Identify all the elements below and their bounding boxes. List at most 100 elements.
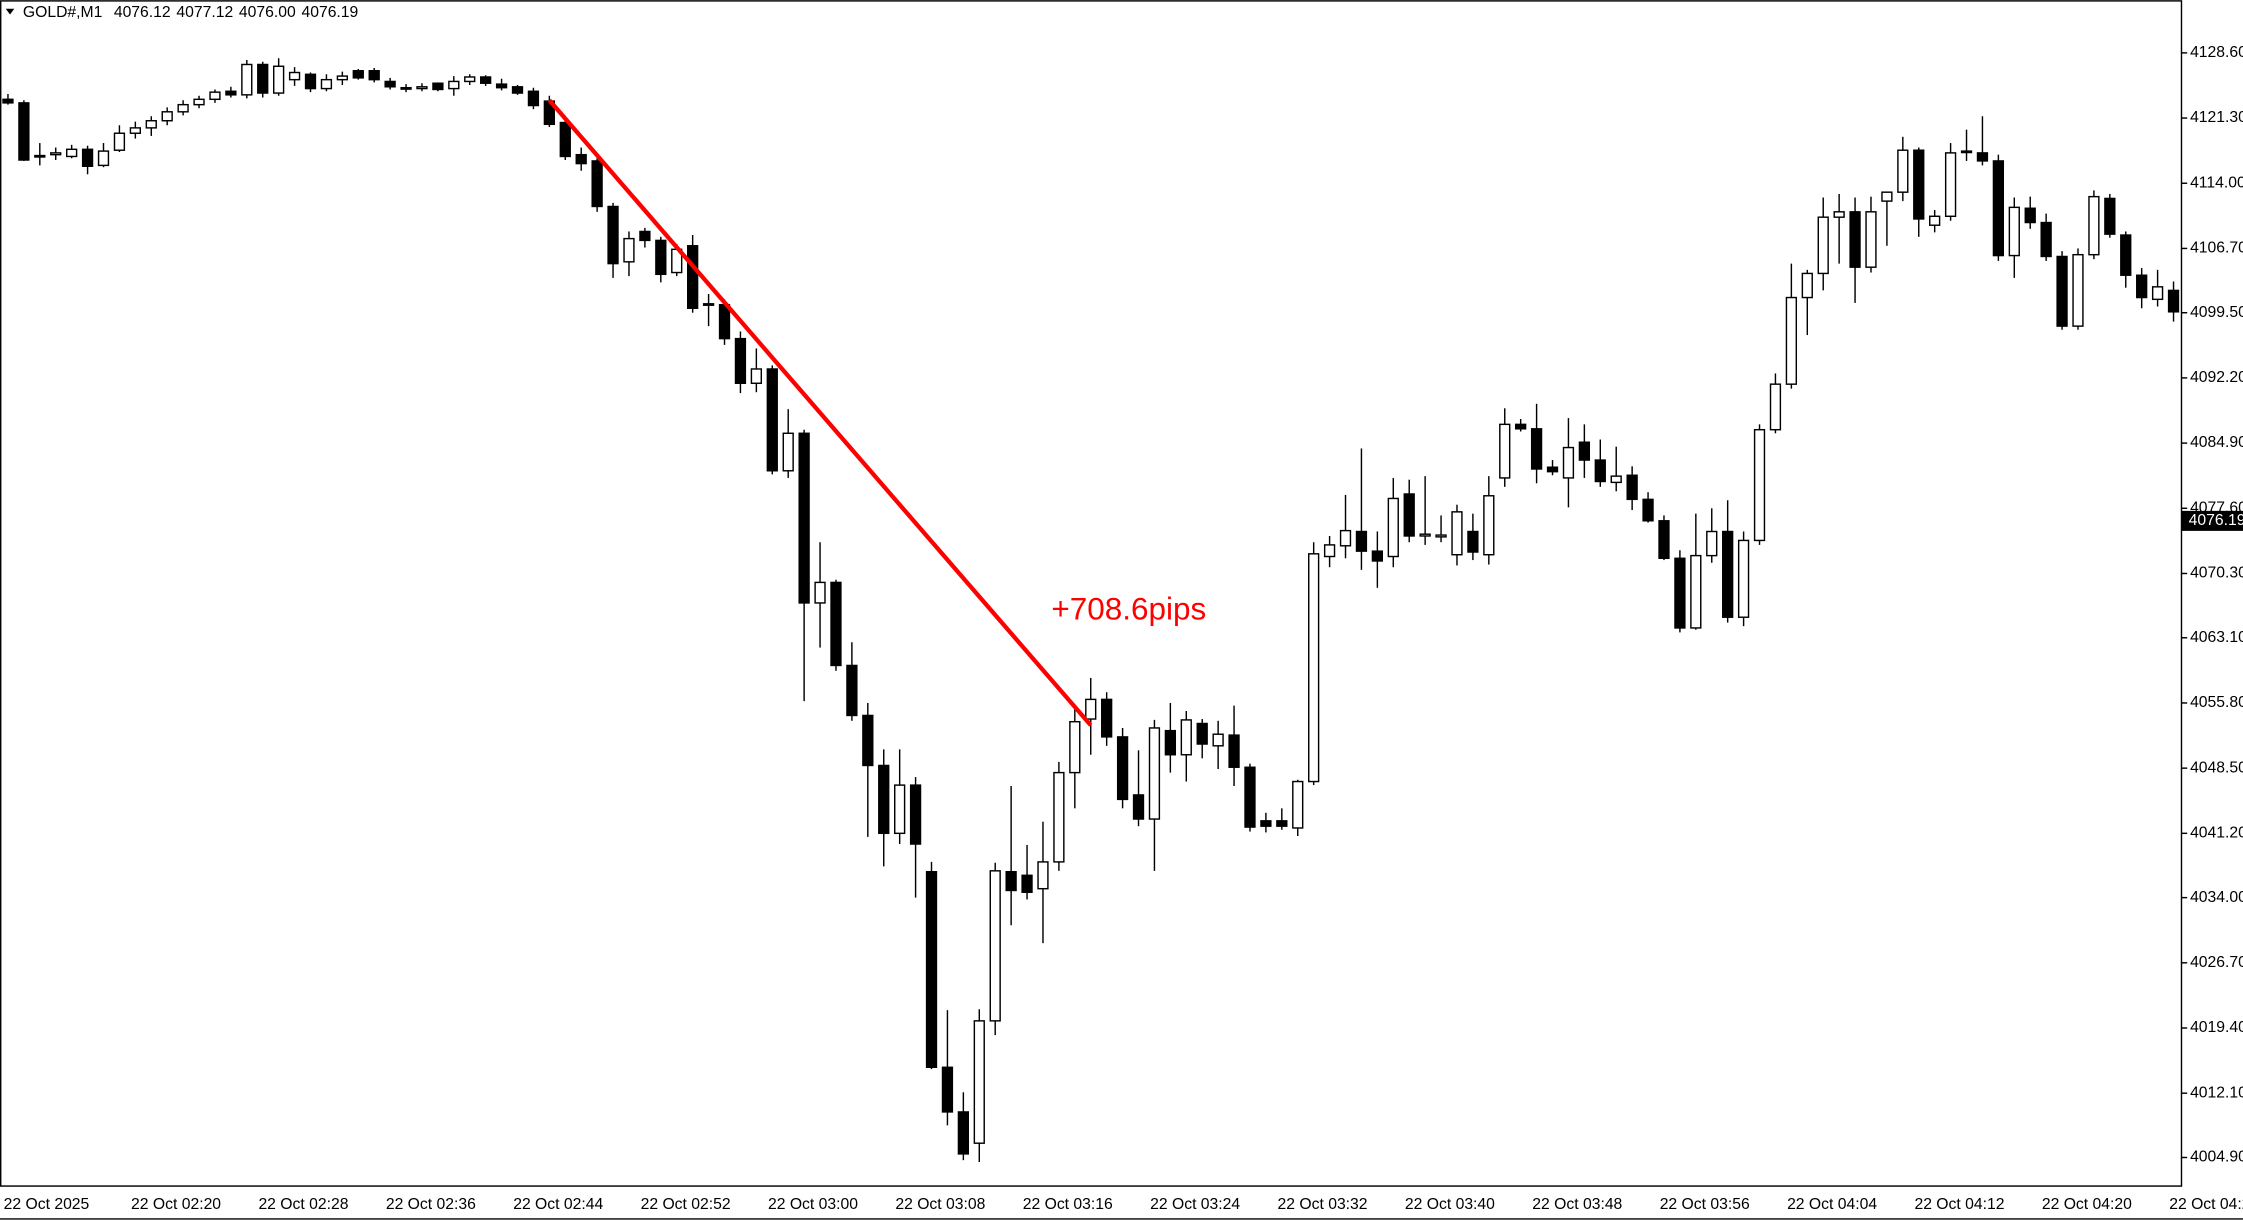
y-tick-label: 4055.80 [2190, 694, 2243, 711]
candle-body [304, 73, 317, 90]
y-tick-label: 4099.50 [2190, 304, 2243, 321]
annotation: +708.6pips [1051, 591, 1206, 626]
plot-area [2, 58, 2180, 1162]
header-high: 4077.12 [176, 4, 233, 21]
candle-body [1228, 734, 1240, 768]
candle-body [878, 764, 890, 835]
candle-body [1355, 530, 1368, 552]
candle-body [1180, 719, 1192, 756]
x-tick-label: 22 Oct 03:56 [1660, 1196, 1750, 1213]
candle-body [1722, 530, 1734, 618]
candle-body [1897, 149, 1909, 193]
candle-body [798, 432, 810, 604]
candle-body [1419, 533, 1431, 537]
candle-body [1037, 861, 1049, 890]
candle-body [973, 1020, 985, 1144]
candle-body [1913, 149, 1925, 220]
candle-body [1929, 215, 1941, 226]
candle-body [909, 784, 922, 845]
candle-body [1116, 736, 1129, 801]
x-tick-label: 22 Oct 03:16 [1023, 1196, 1113, 1213]
candle-body [925, 871, 938, 1069]
candle-body [1260, 820, 1272, 827]
y-tick-label: 4019.40 [2190, 1019, 2243, 1036]
candle-body [225, 90, 237, 96]
y-tick-label: 4114.00 [2190, 174, 2243, 191]
candle-body [607, 205, 619, 265]
y-tick-label: 4070.30 [2190, 565, 2243, 582]
x-tick-label: 22 Oct 03:08 [895, 1196, 985, 1213]
candle-body [830, 581, 842, 667]
candle-body [2151, 286, 2164, 301]
candle-body [1976, 152, 1989, 162]
plot-frame [0, 0, 2183, 1187]
trendline [547, 98, 1093, 727]
candle-body [846, 664, 858, 717]
candle-body [161, 111, 173, 122]
candle-body [894, 784, 906, 835]
candle-body [113, 132, 126, 151]
candle-body [1642, 498, 1654, 522]
candle-body [400, 86, 412, 90]
candle-body [1881, 191, 1893, 202]
candle-body [1865, 211, 1877, 268]
candle-body [1801, 272, 1813, 299]
menu-triangle [5, 8, 15, 15]
candle-body [575, 153, 587, 165]
candle-body [1785, 296, 1798, 385]
x-tick-label: 22 Oct 03:24 [1150, 1196, 1240, 1213]
candle-body [1196, 722, 1208, 745]
symbol: GOLD#,M1 [23, 4, 103, 21]
candle-body [1849, 211, 1861, 268]
candle-body [480, 76, 492, 84]
x-tick-label: 22 Oct 04:04 [1787, 1196, 1877, 1213]
candle-body [687, 245, 699, 309]
candle-body [2120, 234, 2132, 276]
candle-body [97, 150, 110, 167]
candle-body [2040, 221, 2052, 258]
candle-body [2167, 289, 2180, 313]
y-tick-label: 4092.20 [2190, 369, 2243, 386]
candle-body [432, 82, 444, 91]
y-tick-label: 4026.70 [2190, 954, 2243, 971]
candle-body [1530, 428, 1543, 470]
candle-body [1674, 557, 1686, 629]
candle-body [1594, 459, 1606, 483]
candle-body [750, 368, 763, 384]
candle-body [320, 78, 333, 90]
candle-body [50, 152, 62, 156]
candle-body [384, 80, 396, 88]
candle-body [1483, 495, 1495, 556]
candle-body [591, 160, 603, 208]
candle-body [368, 70, 380, 81]
current-price-label: 4076.19 [2189, 512, 2243, 529]
candle-body [1308, 553, 1320, 783]
current-price-box [2181, 510, 2243, 531]
candle-body [1387, 497, 1399, 558]
x-tick-label: 22 Oct 03:48 [1532, 1196, 1622, 1213]
candle-body [1323, 544, 1336, 558]
candle-body [623, 237, 635, 263]
candle-body [209, 91, 221, 101]
candle-body [989, 870, 1001, 1022]
candle-body [129, 127, 141, 134]
x-tick-label: 22 Oct 02:20 [131, 1196, 221, 1213]
candle-body [559, 121, 571, 158]
candle-body [66, 148, 78, 158]
y-tick-label: 4012.10 [2190, 1084, 2243, 1101]
candle-body [1005, 871, 1017, 892]
candle-body [145, 120, 157, 129]
candle-body [1292, 780, 1304, 829]
candle-body [1578, 441, 1591, 461]
candle-body [1960, 150, 1973, 154]
y-tick-label: 4063.10 [2190, 629, 2243, 646]
x-tick-label: 22 Oct 04:28 [2169, 1196, 2243, 1213]
candle-body [464, 76, 476, 83]
x-tick-label: 22 Oct 02:36 [386, 1196, 476, 1213]
y-tick-label: 4041.20 [2190, 824, 2243, 841]
candle-body [2136, 274, 2148, 299]
candle-body [495, 83, 508, 89]
candle-body [448, 80, 460, 90]
